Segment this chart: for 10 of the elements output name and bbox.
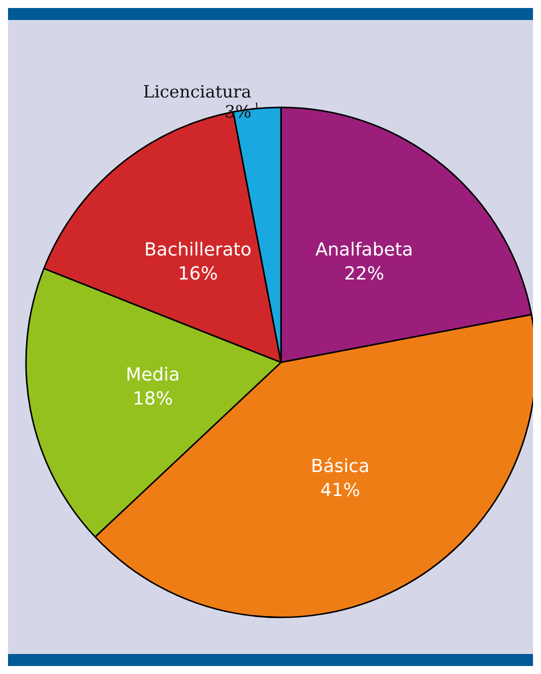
slice-label: Licenciatura (143, 82, 252, 103)
slice-label: Básica (310, 456, 370, 478)
slice-label: Media (126, 364, 180, 386)
data-label: 3% (224, 102, 252, 123)
data-label: 16% (178, 263, 218, 284)
slice-label: Bachillerato (144, 239, 252, 260)
slice-label: Analfabeta (315, 239, 414, 260)
data-label: 22% (344, 263, 384, 284)
data-label: 18% (132, 388, 173, 410)
data-label: 41% (320, 480, 360, 502)
